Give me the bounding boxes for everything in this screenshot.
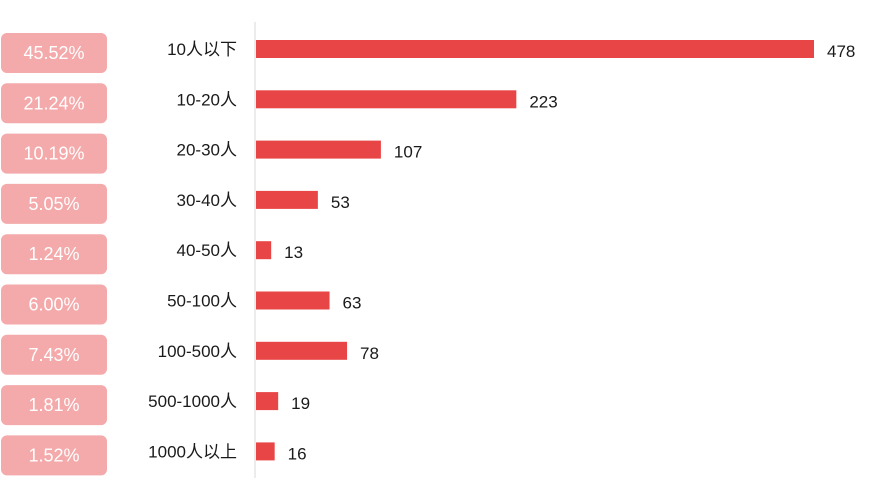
category-tick-label: 40-50人 — [177, 241, 237, 260]
percentage-badge — [1, 334, 107, 375]
percentage-label: 1.24% — [28, 244, 79, 264]
percentage-badge — [1, 83, 107, 124]
bar-value-label: 63 — [343, 294, 362, 313]
category-tick-label: 100-500人 — [158, 342, 237, 361]
category-tick-label: 500-1000人 — [148, 392, 237, 411]
bar — [256, 291, 330, 310]
bar — [256, 341, 348, 360]
category-tick-label: 1000人以上 — [148, 442, 237, 461]
percentage-badge — [1, 385, 107, 426]
percentage-label: 1.52% — [28, 445, 79, 465]
bar — [256, 40, 814, 58]
bar — [256, 392, 279, 411]
bar — [256, 90, 517, 109]
bar — [256, 241, 272, 260]
percentage-badge — [1, 234, 107, 275]
category-tick-label: 10人以下 — [167, 40, 237, 59]
percentage-label: 1.81% — [28, 395, 79, 415]
category-tick-label: 30-40人 — [177, 191, 237, 210]
bar — [256, 442, 275, 461]
percentage-label: 21.24% — [23, 93, 84, 113]
category-tick-label: 20-30人 — [177, 141, 237, 160]
bar-value-label: 16 — [288, 444, 307, 463]
percentage-badge — [1, 284, 107, 325]
bar-value-label: 13 — [284, 243, 303, 262]
percentage-label: 45.52% — [23, 43, 84, 63]
bar — [256, 140, 381, 159]
bar-value-label: 223 — [529, 92, 557, 111]
percentage-label: 7.43% — [28, 345, 79, 365]
percentage-badge — [1, 183, 107, 224]
bar-value-label: 107 — [394, 143, 422, 162]
bar — [256, 190, 318, 209]
percentage-label: 6.00% — [28, 295, 79, 315]
bar-value-label: 78 — [360, 344, 379, 363]
percentage-label: 10.19% — [23, 144, 84, 164]
percentage-badge — [1, 33, 107, 73]
category-tick-label: 50-100人 — [167, 292, 237, 311]
percentage-badge — [1, 435, 107, 476]
percentage-badge — [1, 133, 107, 174]
category-tick-label: 10-20人 — [177, 90, 237, 109]
bar-value-label: 478 — [827, 42, 855, 61]
percentage-label: 5.05% — [28, 194, 79, 214]
bar-value-label: 53 — [331, 193, 350, 212]
bar-value-label: 19 — [291, 394, 310, 413]
